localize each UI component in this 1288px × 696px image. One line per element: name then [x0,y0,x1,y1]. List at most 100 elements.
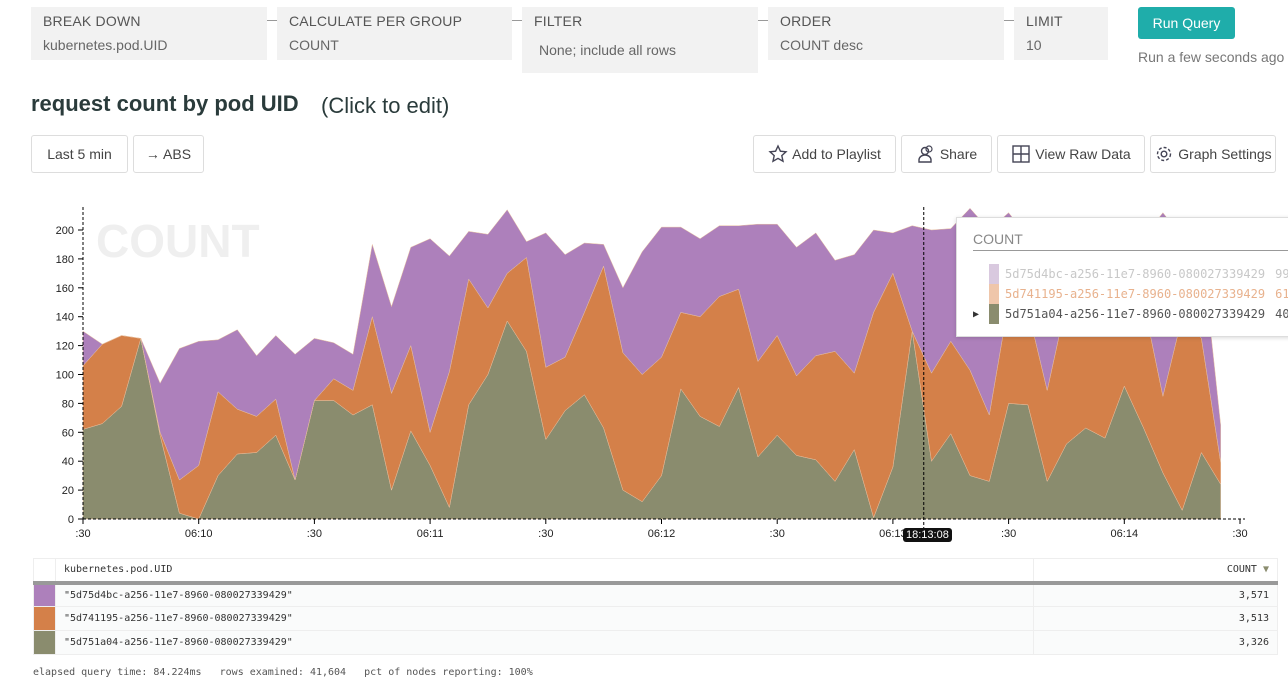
column-header-count[interactable]: COUNT ▼ [1033,558,1278,583]
series-swatch [989,304,999,324]
y-tick-label: 100 [56,370,74,382]
tooltip-divider [973,250,1288,251]
count-cell: 3,571 [1033,582,1278,607]
y-tick-label: 140 [56,312,74,324]
swatch-header [33,558,56,583]
stacked-area-chart[interactable]: COUNT 0 20 40 60 80 100 120 140 160 180 200 :30 06:1… [0,195,1288,550]
hover-tooltip: COUNT 5d75d4bc-a256-11e7-8960-0800273394… [956,217,1288,337]
tooltip-series-value: 99 [1275,267,1288,281]
sort-desc-icon: ▼ [1262,564,1269,576]
tooltip-title: COUNT [973,231,1023,247]
column-header-uid[interactable]: kubernetes.pod.UID [55,558,1034,583]
y-tick-label: 180 [56,254,74,266]
results-table: kubernetes.pod.UID COUNT ▼ "5d75d4bc-a25… [33,558,1278,655]
breakdown-clause[interactable]: BREAK DOWN kubernetes.pod.UID [31,7,267,60]
series-swatch [33,582,56,607]
share-label: Share [939,146,978,162]
graph-settings-button[interactable]: Graph Settings [1150,135,1276,173]
count-header-label: COUNT [1226,564,1257,576]
tooltip-series-name: 5d751a04-a256-11e7-8960-080027339429 [1005,307,1266,321]
add-to-playlist-label: Add to Playlist [792,146,881,162]
x-tick-label: :30 [307,528,322,540]
uid-cell: "5d751a04-a256-11e7-8960-080027339429" [55,630,1034,655]
elapsed-time: elapsed query time: 84.224ms [33,667,202,678]
connector [267,20,277,21]
filter-label: FILTER [534,13,583,29]
connector [758,20,768,21]
order-clause[interactable]: ORDER COUNT desc [768,7,1004,60]
tooltip-row: 5d741195-a256-11e7-8960-080027339429 61 [973,284,1288,304]
filter-value: None; include all rows [539,42,676,58]
y-tick-label: 60 [62,427,74,439]
crosshair-time-label: 18:13:08 [903,528,952,542]
limit-clause[interactable]: LIMIT 10 [1014,7,1108,60]
x-tick-label: 06:14 [1111,528,1139,540]
query-stats: elapsed query time: 84.224ms rows examin… [33,667,533,678]
table-row[interactable]: "5d751a04-a256-11e7-8960-080027339429" 3,… [33,630,1278,655]
x-tick-label: 06:12 [648,528,676,540]
area-series-2[interactable] [82,207,1221,481]
table-header-row: kubernetes.pod.UID COUNT ▼ [33,558,1278,583]
y-tick-label: 20 [62,485,74,497]
connector [1004,20,1014,21]
time-range-label: Last 5 min [47,146,112,162]
limit-label: LIMIT [1026,13,1063,29]
abs-button[interactable]: → ABS [133,135,204,173]
time-range-button[interactable]: Last 5 min [31,135,128,173]
gear-icon [1157,146,1172,162]
table-row[interactable]: "5d75d4bc-a256-11e7-8960-080027339429" 3,… [33,582,1278,607]
grid-icon [1012,145,1030,163]
limit-value: 10 [1026,37,1042,53]
x-tick-label: :30 [538,528,553,540]
view-raw-data-button[interactable]: View Raw Data [997,135,1145,173]
x-tick-label: :30 [770,528,785,540]
count-cell: 3,513 [1033,606,1278,631]
users-icon [918,145,933,163]
series-swatch [989,284,999,304]
pct-nodes: pct of nodes reporting: 100% [364,667,533,678]
y-tick-label: 200 [56,225,74,237]
y-tick-label: 0 [68,514,74,526]
uid-cell: "5d75d4bc-a256-11e7-8960-080027339429" [55,582,1034,607]
tooltip-series-value: 61 [1275,287,1288,301]
breakdown-label: BREAK DOWN [43,13,141,29]
rows-examined: rows examined: 41,604 [219,667,347,678]
x-tick-label: 06:13 [879,528,907,540]
y-tick-label: 80 [62,398,74,410]
add-to-playlist-button[interactable]: Add to Playlist [753,135,896,173]
table-row[interactable]: "5d741195-a256-11e7-8960-080027339429" 3,… [33,606,1278,631]
connector [512,20,522,21]
x-tick-label: :30 [1001,528,1016,540]
calculate-value: COUNT [289,37,339,53]
x-tick-label: 06:10 [185,528,213,540]
star-icon [768,144,788,163]
series-swatch [33,606,56,631]
y-tick-label: 40 [62,456,74,468]
tooltip-series-name: 5d741195-a256-11e7-8960-080027339429 [1005,287,1266,301]
y-tick-label: 160 [56,283,74,295]
calculate-label: CALCULATE PER GROUP [289,13,463,29]
count-cell: 3,326 [1033,630,1278,655]
caret-right-icon: ▶ [973,308,980,320]
graph-settings-label: Graph Settings [1178,146,1272,162]
series-swatch [33,630,56,655]
share-button[interactable]: Share [901,135,992,173]
filter-clause[interactable]: FILTER None; include all rows [522,7,758,73]
click-to-edit-hint[interactable]: (Click to edit) [321,93,450,118]
page-title[interactable]: request count by pod UID [31,91,299,116]
x-tick-label: 06:11 [417,528,444,540]
chart-watermark: COUNT [96,215,260,267]
tooltip-row: 5d75d4bc-a256-11e7-8960-080027339429 99 [973,264,1288,284]
order-label: ORDER [780,13,832,29]
run-status: Run a few seconds ago [1138,49,1285,65]
x-tick-label: :30 [1232,528,1247,540]
uid-cell: "5d741195-a256-11e7-8960-080027339429" [55,606,1034,631]
tooltip-series-name: 5d75d4bc-a256-11e7-8960-080027339429 [1005,267,1266,281]
view-raw-data-label: View Raw Data [1035,146,1131,162]
run-query-button[interactable]: Run Query [1138,7,1235,39]
abs-label: → ABS [145,146,192,162]
calculate-clause[interactable]: CALCULATE PER GROUP COUNT [277,7,512,60]
tooltip-row: ▶ 5d751a04-a256-11e7-8960-080027339429 40 [973,304,1288,324]
y-tick-label: 120 [56,341,74,353]
x-tick-label: :30 [75,528,90,540]
